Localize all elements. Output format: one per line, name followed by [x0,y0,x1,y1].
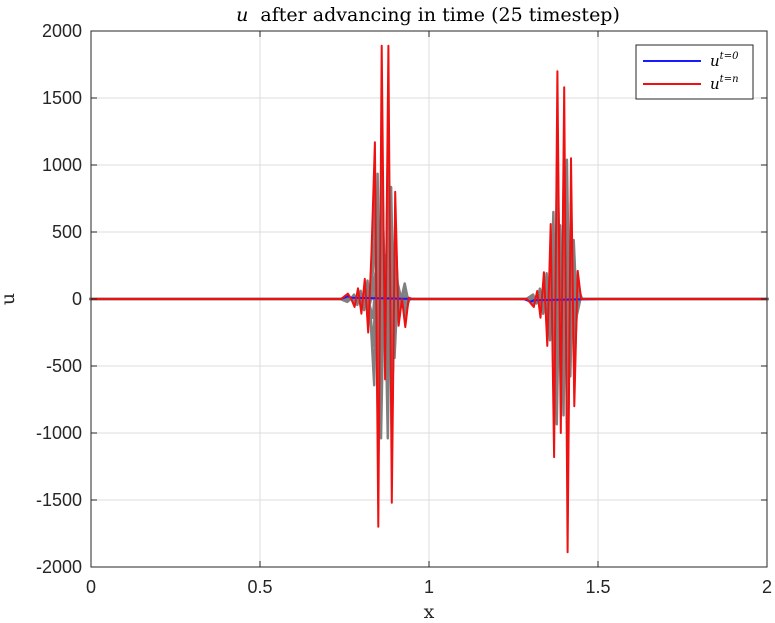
y-axis-label: u [0,293,19,305]
ticks: 0 0.5 1 1.5 2 2000 1500 1000 500 0 -500 -1000 -1500 -… [36,21,772,597]
x-tick-label: 2 [762,577,772,597]
chart-title-var: u [236,4,248,26]
legend-box [635,44,754,100]
y-tick-label: 1500 [42,88,82,108]
y-tick-label: -1500 [36,490,82,510]
y-tick-label: -2000 [36,557,82,577]
legend-label-tn-base: u [710,75,720,93]
legend-label-tn: ut=n [710,74,739,93]
y-tick-label: -500 [46,356,82,376]
y-tick-label: -1000 [36,423,82,443]
x-tick-label: 0.5 [247,577,272,597]
legend-label-t0: ut=0 [710,51,739,70]
series-group [91,44,767,554]
x-tick-label: 1 [424,577,434,597]
y-tick-label: 0 [72,289,82,309]
legend-label-t0-sup: t=0 [720,51,739,62]
x-tick-label: 0 [86,577,96,597]
chart-title: u after advancing in time (25 timestep) [236,4,620,26]
series-line-tn [91,44,767,554]
y-tick-label: 2000 [42,21,82,41]
chart-title-rest: after advancing in time (25 timestep) [260,4,619,26]
y-tick-label: 1000 [42,155,82,175]
x-axis-label: x [424,601,435,623]
legend-label-t0-base: u [710,52,720,70]
y-tick-label: 500 [52,222,82,242]
x-tick-label: 1.5 [585,577,610,597]
legend: ut=0 ut=n [635,44,754,100]
legend-label-tn-sup: t=n [720,74,739,85]
